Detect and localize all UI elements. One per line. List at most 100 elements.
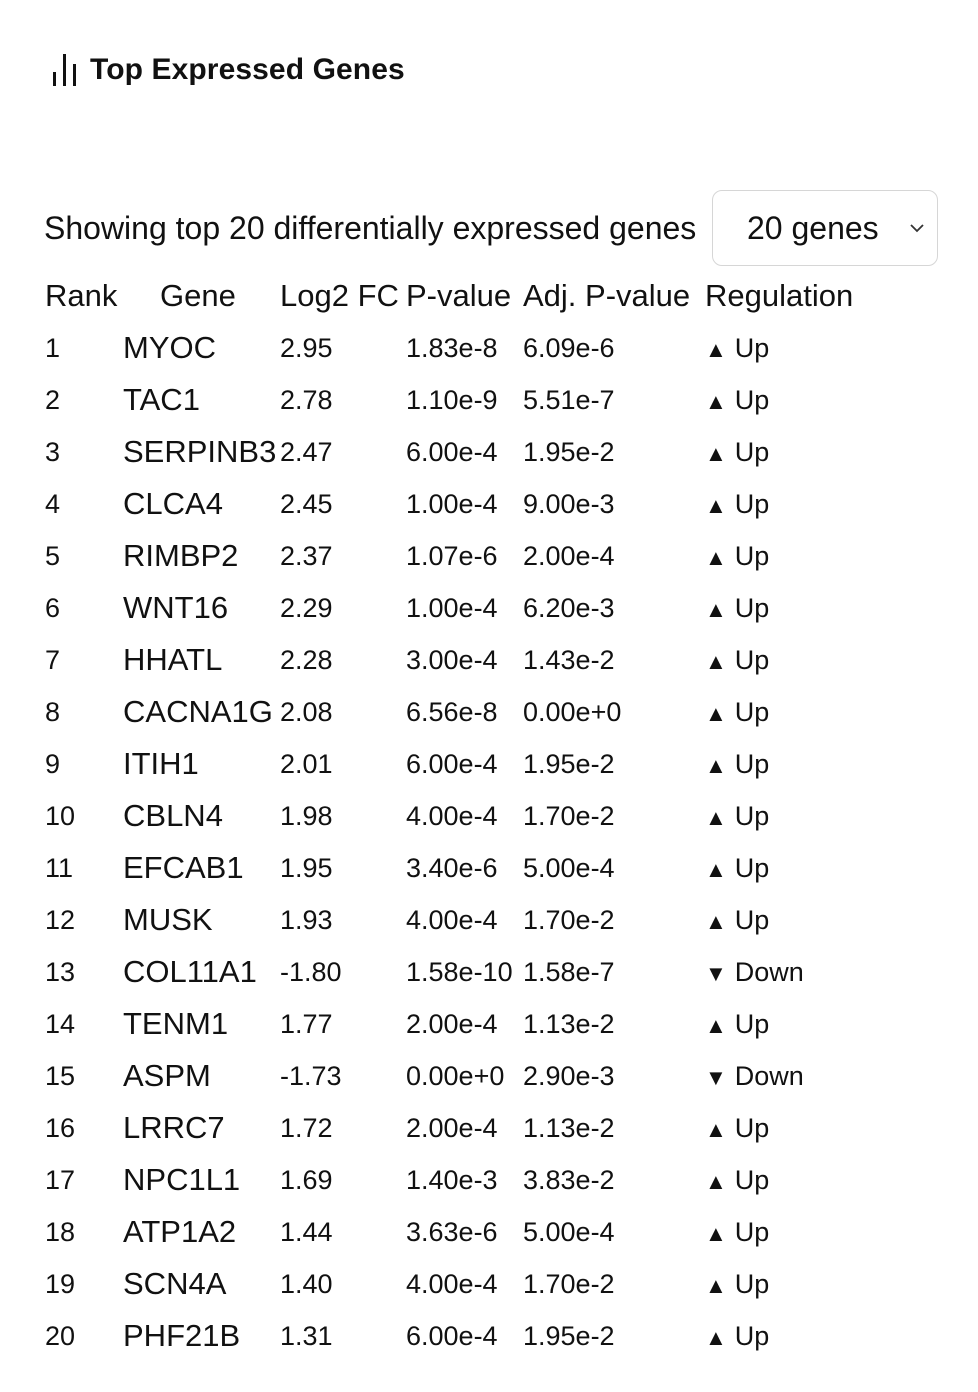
regulation-label: Up — [734, 1164, 770, 1195]
cell-rank: 20 — [45, 1320, 76, 1351]
cell-gene: PHF21B — [123, 1318, 241, 1353]
regulation-label: Up — [734, 436, 770, 467]
panel-title: Top Expressed Genes — [90, 53, 405, 86]
arrow-up-icon: ▲ — [705, 596, 727, 622]
cell-regulation: ▼ Down — [700, 946, 880, 998]
cell-gene: RIMBP2 — [123, 538, 239, 573]
table-row: 1 MYOC 2.95 1.83e-8 6.09e-6 ▲ Up — [40, 322, 880, 374]
regulation-label: Up — [734, 1112, 770, 1143]
cell-log2fc: 1.44 — [280, 1216, 333, 1247]
cell-log2fc: -1.80 — [280, 956, 342, 987]
cell-gene: LRRC7 — [123, 1110, 225, 1145]
regulation-label: Down — [734, 956, 804, 987]
cell-pvalue: 6.56e-8 — [406, 696, 498, 727]
panel-header: Top Expressed Genes — [50, 50, 405, 90]
regulation-label: Up — [734, 696, 770, 727]
regulation-label: Up — [734, 1268, 770, 1299]
table-row: 15 ASPM -1.73 0.00e+0 2.90e-3 ▼ Down — [40, 1050, 880, 1102]
cell-pvalue: 6.00e-4 — [406, 748, 498, 779]
cell-regulation: ▲ Up — [700, 1310, 880, 1362]
cell-rank: 8 — [45, 696, 61, 727]
table-row: 12 MUSK 1.93 4.00e-4 1.70e-2 ▲ Up — [40, 894, 880, 946]
bar-chart-icon — [50, 50, 84, 90]
chevron-down-icon — [909, 221, 925, 233]
cell-regulation: ▲ Up — [700, 1206, 880, 1258]
cell-rank: 17 — [45, 1164, 76, 1195]
cell-pvalue: 2.00e-4 — [406, 1112, 498, 1143]
cell-regulation: ▲ Up — [700, 998, 880, 1050]
cell-pvalue: 4.00e-4 — [406, 904, 498, 935]
cell-adj-pvalue: 5.00e-4 — [523, 852, 615, 883]
cell-adj-pvalue: 1.95e-2 — [523, 436, 615, 467]
regulation-label: Up — [734, 644, 770, 675]
cell-pvalue: 6.00e-4 — [406, 436, 498, 467]
column-header-rank: Rank — [45, 278, 118, 313]
cell-regulation: ▲ Up — [700, 1102, 880, 1154]
cell-adj-pvalue: 0.00e+0 — [523, 696, 622, 727]
gene-count-select[interactable]: 20 genes — [712, 190, 938, 266]
cell-rank: 19 — [45, 1268, 76, 1299]
cell-adj-pvalue: 1.13e-2 — [523, 1008, 615, 1039]
cell-log2fc: 2.37 — [280, 540, 333, 571]
cell-rank: 3 — [45, 436, 61, 467]
arrow-up-icon: ▲ — [705, 1272, 727, 1298]
cell-pvalue: 6.00e-4 — [406, 1320, 498, 1351]
regulation-label: Up — [734, 800, 770, 831]
cell-rank: 6 — [45, 592, 61, 623]
cell-rank: 15 — [45, 1060, 76, 1091]
cell-log2fc: 1.77 — [280, 1008, 333, 1039]
table-row: 13 COL11A1 -1.80 1.58e-10 1.58e-7 ▼ Down — [40, 946, 880, 998]
cell-gene: COL11A1 — [123, 954, 257, 989]
cell-regulation: ▼ Down — [700, 1050, 880, 1102]
cell-pvalue: 4.00e-4 — [406, 1268, 498, 1299]
cell-regulation: ▲ Up — [700, 322, 880, 374]
cell-log2fc: 1.31 — [280, 1320, 333, 1351]
cell-log2fc: -1.73 — [280, 1060, 342, 1091]
cell-regulation: ▲ Up — [700, 426, 880, 478]
cell-gene: TENM1 — [123, 1006, 229, 1041]
arrow-up-icon: ▲ — [705, 908, 727, 934]
cell-pvalue: 2.00e-4 — [406, 1008, 498, 1039]
table-row: 10 CBLN4 1.98 4.00e-4 1.70e-2 ▲ Up — [40, 790, 880, 842]
cell-pvalue: 1.00e-4 — [406, 592, 498, 623]
cell-regulation: ▲ Up — [700, 530, 880, 582]
cell-adj-pvalue: 2.90e-3 — [523, 1060, 615, 1091]
cell-log2fc: 1.69 — [280, 1164, 333, 1195]
cell-rank: 2 — [45, 384, 61, 415]
arrow-up-icon: ▲ — [705, 544, 727, 570]
table-row: 14 TENM1 1.77 2.00e-4 1.13e-2 ▲ Up — [40, 998, 880, 1050]
cell-gene: CACNA1G — [123, 694, 273, 729]
table-row: 7 HHATL 2.28 3.00e-4 1.43e-2 ▲ Up — [40, 634, 880, 686]
cell-log2fc: 2.08 — [280, 696, 333, 727]
cell-log2fc: 1.72 — [280, 1112, 333, 1143]
cell-adj-pvalue: 1.13e-2 — [523, 1112, 615, 1143]
cell-adj-pvalue: 9.00e-3 — [523, 488, 615, 519]
table-row: 9 ITIH1 2.01 6.00e-4 1.95e-2 ▲ Up — [40, 738, 880, 790]
cell-adj-pvalue: 1.43e-2 — [523, 644, 615, 675]
cell-gene: CLCA4 — [123, 486, 223, 521]
cell-regulation: ▲ Up — [700, 1258, 880, 1310]
cell-log2fc: 1.98 — [280, 800, 333, 831]
cell-log2fc: 1.93 — [280, 904, 333, 935]
cell-gene: HHATL — [123, 642, 223, 677]
cell-regulation: ▲ Up — [700, 374, 880, 426]
arrow-up-icon: ▲ — [705, 1168, 727, 1194]
regulation-label: Up — [734, 384, 770, 415]
cell-rank: 7 — [45, 644, 61, 675]
cell-log2fc: 1.40 — [280, 1268, 333, 1299]
regulation-label: Up — [734, 748, 770, 779]
column-header-log2fc: Log2 FC — [280, 278, 399, 313]
regulation-label: Down — [734, 1060, 804, 1091]
cell-pvalue: 3.40e-6 — [406, 852, 498, 883]
table-row: 3 SERPINB3 2.47 6.00e-4 1.95e-2 ▲ Up — [40, 426, 880, 478]
cell-pvalue: 3.63e-6 — [406, 1216, 498, 1247]
cell-rank: 9 — [45, 748, 61, 779]
cell-gene: ATP1A2 — [123, 1214, 237, 1249]
cell-regulation: ▲ Up — [700, 842, 880, 894]
cell-adj-pvalue: 6.20e-3 — [523, 592, 615, 623]
cell-gene: ASPM — [123, 1058, 211, 1093]
cell-regulation: ▲ Up — [700, 582, 880, 634]
genes-table-body: 1 MYOC 2.95 1.83e-8 6.09e-6 ▲ Up 2 TAC1 2.78 1.10e… — [40, 322, 880, 1362]
column-header-gene-label: Gene — [160, 278, 236, 313]
